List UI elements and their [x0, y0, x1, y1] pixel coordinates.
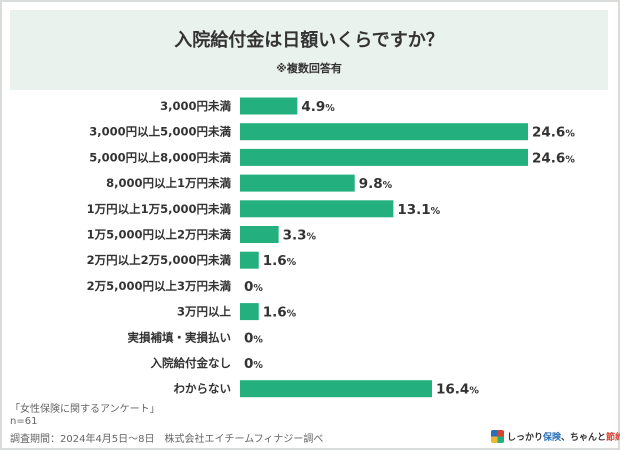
- chart-title: 入院給付金は日額いくらですか？: [174, 30, 444, 51]
- data-label-value: 1.6: [263, 305, 287, 321]
- bar: [240, 303, 259, 321]
- bar: [240, 200, 394, 218]
- data-label-unit: %: [253, 334, 263, 345]
- data-label-value: 0: [244, 356, 253, 372]
- data-label: 0%: [244, 279, 263, 295]
- sample-size: n=61: [10, 416, 38, 427]
- data-label-value: 4.9: [301, 99, 325, 115]
- chart-subtitle: ※複数回答有: [276, 62, 342, 75]
- bar: [240, 226, 279, 243]
- data-label-unit: %: [307, 232, 317, 243]
- category-label: 8,000円以上1万円未満: [106, 176, 231, 190]
- data-label-value: 16.4: [436, 382, 469, 398]
- logo-mark-icon: [491, 430, 504, 443]
- data-label-unit: %: [469, 386, 479, 397]
- data-label-value: 0: [244, 330, 253, 346]
- data-label-unit: %: [253, 360, 263, 371]
- data-label-unit: %: [565, 129, 575, 140]
- data-label: 24.6%: [532, 125, 575, 141]
- category-label: 実損補填・実損払い: [128, 330, 232, 344]
- bar: [240, 174, 355, 192]
- category-label: 入院給付金なし: [151, 356, 232, 370]
- category-label: 2万円以上2万5,000円未満: [87, 253, 232, 267]
- data-label-unit: %: [287, 257, 297, 268]
- category-label: 3,000円未満: [160, 99, 231, 113]
- data-label-value: 24.6: [532, 125, 565, 141]
- category-label: 1万5,000円以上2万円未満: [87, 228, 232, 242]
- survey-period: 調査期間：2024年4月5日～8日 株式会社エイチームフィナジー調べ: [10, 434, 324, 445]
- data-label-value: 13.1: [397, 202, 430, 218]
- data-label-value: 9.8: [359, 176, 383, 192]
- data-label-value: 3.3: [283, 228, 307, 244]
- data-label: 9.8%: [359, 176, 393, 192]
- data-label-unit: %: [287, 309, 297, 320]
- survey-name: 「女性保険に関するアンケート」: [10, 404, 160, 415]
- data-label-unit: %: [383, 180, 393, 191]
- category-label: 2万5,000円以上3万円未満: [87, 279, 232, 293]
- data-label: 3.3%: [283, 228, 317, 244]
- category-label: 3,000円以上5,000円未満: [89, 125, 231, 139]
- bar: [240, 380, 432, 398]
- data-label-unit: %: [325, 103, 335, 114]
- data-label: 24.6%: [532, 150, 575, 166]
- data-label-unit: %: [431, 206, 441, 217]
- category-label: わからない: [174, 382, 232, 396]
- bar: [240, 123, 528, 141]
- data-label: 0%: [244, 356, 263, 372]
- data-label-unit: %: [565, 154, 575, 165]
- bar: [240, 251, 259, 269]
- data-label: 13.1%: [397, 202, 440, 218]
- data-label-unit: %: [253, 283, 263, 294]
- data-label-value: 1.6: [263, 253, 287, 269]
- category-label: 5,000円以上8,000円未満: [89, 150, 231, 164]
- category-label: 3万円以上: [177, 305, 232, 319]
- data-label: 0%: [244, 330, 263, 346]
- chart-header: 入院給付金は日額いくらですか？ ※複数回答有: [10, 10, 608, 90]
- logo-text: しっかり保険、ちゃんと節約。: [507, 433, 620, 443]
- category-label: 1万円以上1万5,000円未満: [87, 202, 232, 216]
- data-label: 1.6%: [263, 253, 297, 269]
- bar: [240, 97, 298, 115]
- data-label: 16.4%: [436, 382, 479, 398]
- bar: [240, 148, 528, 166]
- brand-logo: しっかり保険、ちゃんと節約。: [491, 430, 620, 443]
- data-label: 4.9%: [301, 99, 335, 115]
- data-label-value: 0: [244, 279, 253, 295]
- data-label: 1.6%: [263, 305, 297, 321]
- data-label-value: 24.6: [532, 150, 565, 166]
